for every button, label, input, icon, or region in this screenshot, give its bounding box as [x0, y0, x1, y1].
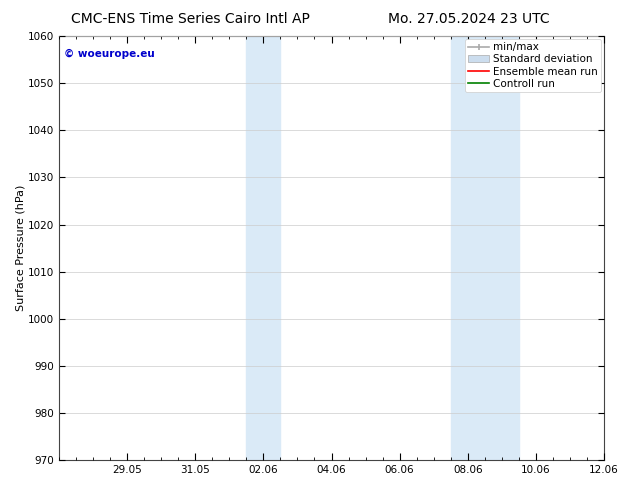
Y-axis label: Surface Pressure (hPa): Surface Pressure (hPa) — [15, 185, 25, 311]
Text: Mo. 27.05.2024 23 UTC: Mo. 27.05.2024 23 UTC — [389, 12, 550, 26]
Bar — [451, 36, 519, 460]
Bar — [247, 36, 280, 460]
Text: © woeurope.eu: © woeurope.eu — [64, 49, 155, 59]
Text: CMC-ENS Time Series Cairo Intl AP: CMC-ENS Time Series Cairo Intl AP — [71, 12, 309, 26]
Legend: min/max, Standard deviation, Ensemble mean run, Controll run: min/max, Standard deviation, Ensemble me… — [465, 39, 601, 92]
